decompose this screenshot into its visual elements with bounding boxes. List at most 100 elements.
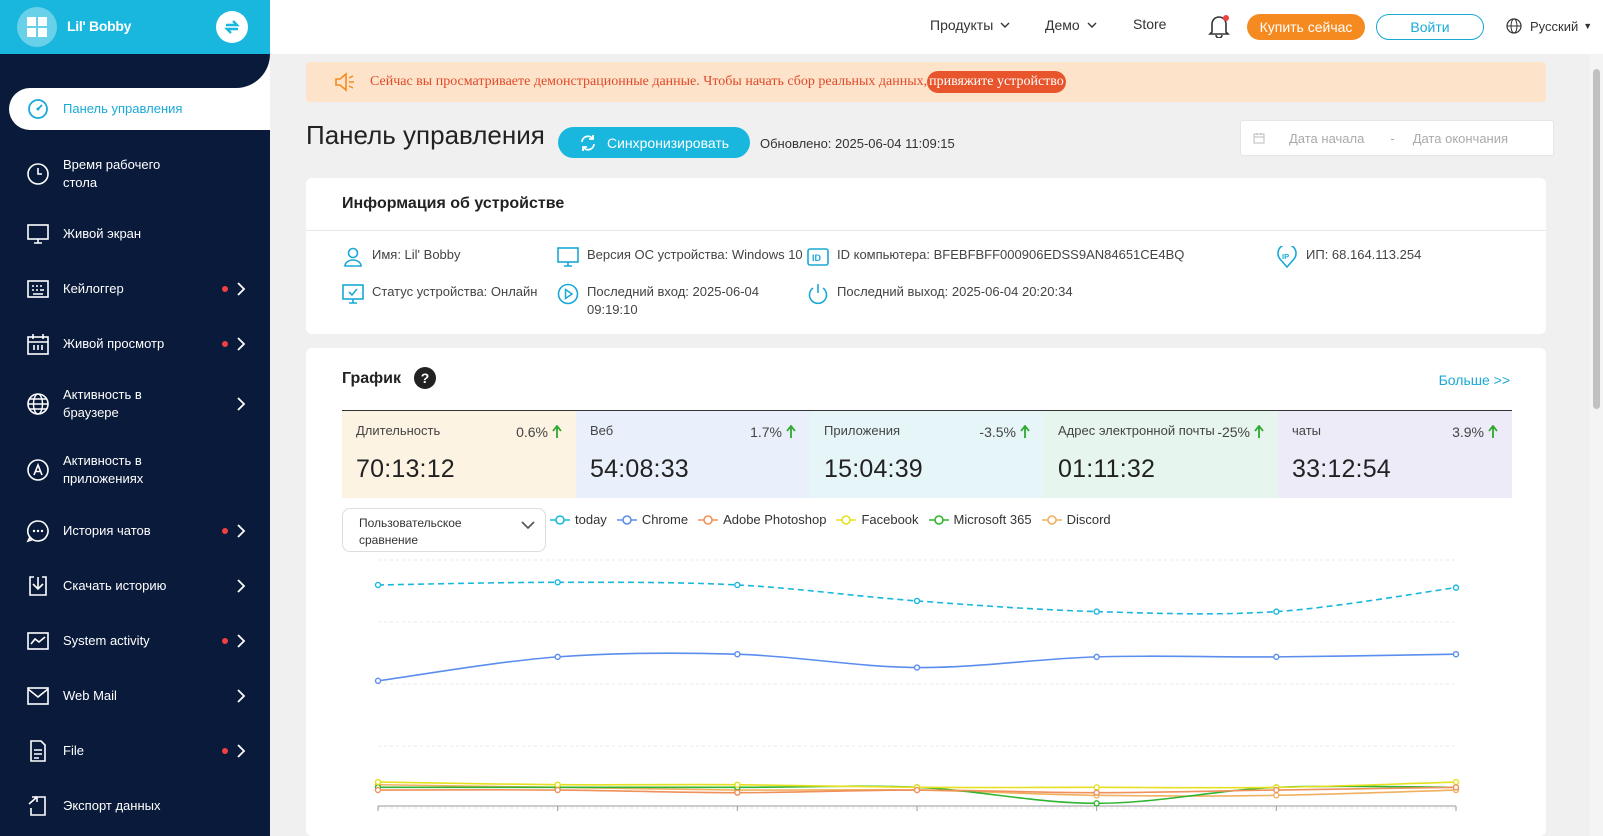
data-point[interactable] bbox=[554, 653, 561, 661]
data-point[interactable] bbox=[554, 786, 561, 794]
legend-item[interactable]: Adobe Photoshop bbox=[698, 512, 826, 527]
data-point[interactable] bbox=[1452, 778, 1460, 786]
sidebar-item-download-history[interactable]: Скачать историю bbox=[0, 558, 270, 613]
id-card-icon: ID bbox=[807, 248, 829, 266]
chevron-down-icon bbox=[1000, 22, 1010, 28]
sidebar-item-dashboard[interactable]: Панель управления bbox=[9, 88, 270, 130]
stat-value: 33:12:54 bbox=[1292, 455, 1391, 483]
stat-label: Адрес электронной почты bbox=[1058, 423, 1215, 438]
data-point[interactable] bbox=[913, 664, 921, 671]
file-icon bbox=[26, 739, 50, 763]
device-info-title: Информация об устройстве bbox=[342, 195, 565, 212]
data-point[interactable] bbox=[1273, 792, 1280, 799]
sidebar-item-file[interactable]: File bbox=[0, 723, 270, 778]
data-point[interactable] bbox=[374, 778, 382, 786]
chevron-right-icon bbox=[236, 578, 246, 596]
login-button[interactable]: Войти bbox=[1376, 14, 1484, 40]
data-point[interactable] bbox=[1273, 653, 1280, 661]
sidebar-item-app-activity[interactable]: Активность в приложениях bbox=[0, 437, 270, 503]
buy-now-button[interactable]: Купить сейчас bbox=[1247, 14, 1365, 40]
logo-bar: Lil' Bobby bbox=[0, 0, 270, 54]
sidebar-item-export-data[interactable]: Экспорт данных bbox=[0, 778, 270, 833]
products-menu[interactable]: Продукты bbox=[930, 17, 1010, 33]
svg-text:ID: ID bbox=[812, 253, 822, 263]
data-point[interactable] bbox=[913, 786, 921, 794]
store-link[interactable]: Store bbox=[1133, 16, 1167, 32]
chat-icon bbox=[26, 519, 50, 543]
data-point[interactable] bbox=[1452, 650, 1460, 658]
chevron-right-icon bbox=[236, 743, 246, 761]
arrow-up-icon bbox=[786, 425, 796, 438]
legend-item[interactable]: today bbox=[550, 512, 607, 527]
data-point[interactable] bbox=[374, 786, 382, 794]
sidebar-item-label: System activity bbox=[63, 632, 150, 648]
notification-dot bbox=[222, 527, 228, 534]
chevron-right-icon bbox=[236, 281, 246, 299]
bind-device-link[interactable]: привяжите устройство bbox=[927, 71, 1066, 93]
scrollbar-thumb[interactable] bbox=[1593, 69, 1600, 409]
language-selector[interactable]: Русский ▼ bbox=[1506, 18, 1592, 34]
sidebar-item-browser-activity[interactable]: Активность в браузере bbox=[0, 371, 270, 437]
data-point[interactable] bbox=[1273, 786, 1280, 794]
bell-icon[interactable] bbox=[1208, 14, 1230, 38]
data-point[interactable] bbox=[734, 650, 741, 658]
speedometer-icon bbox=[26, 97, 50, 121]
sync-button-label: Синхронизировать bbox=[606, 134, 730, 151]
date-range-picker[interactable]: Дата начала - Дата окончания bbox=[1240, 120, 1554, 156]
sidebar-item-chat-history[interactable]: История чатов bbox=[0, 503, 270, 558]
legend-marker-icon bbox=[550, 514, 570, 525]
switch-device-icon[interactable] bbox=[216, 11, 248, 43]
legend-item[interactable]: Microsoft 365 bbox=[928, 512, 1032, 527]
data-point[interactable] bbox=[1093, 800, 1100, 807]
data-point[interactable] bbox=[1093, 784, 1100, 791]
data-point[interactable] bbox=[913, 597, 921, 605]
windows-logo-icon bbox=[17, 7, 57, 47]
sync-button[interactable]: Синхронизировать bbox=[558, 127, 750, 158]
sidebar-item-label: Живой просмотр bbox=[63, 335, 165, 351]
data-point[interactable] bbox=[1093, 789, 1100, 796]
notification-dot bbox=[222, 340, 228, 347]
sidebar-item-desktop-time[interactable]: Время рабочего стола bbox=[0, 142, 270, 206]
more-link[interactable]: Больше >> bbox=[1438, 372, 1510, 388]
data-point[interactable] bbox=[374, 677, 382, 685]
data-point[interactable] bbox=[554, 579, 561, 586]
demo-menu[interactable]: Демо bbox=[1045, 17, 1097, 33]
demo-banner: Сейчас вы просматриваете демонстрационны… bbox=[306, 62, 1546, 102]
compare-select[interactable]: Пользовательское сравнение bbox=[342, 508, 546, 552]
clock-icon bbox=[26, 162, 50, 186]
data-point[interactable] bbox=[1093, 608, 1100, 615]
data-point[interactable] bbox=[1452, 584, 1460, 591]
sidebar-item-web-mail[interactable]: Web Mail bbox=[0, 668, 270, 723]
help-icon[interactable]: ? bbox=[414, 367, 436, 389]
date-start-input[interactable]: Дата начала bbox=[1289, 130, 1365, 146]
globe-icon bbox=[1506, 18, 1522, 34]
stats-row: Длительность 0.6% 70:13:12 Веб 1.7% 54:08:33 П… bbox=[342, 410, 1512, 498]
ip-info: IP ИП: 68.164.113.254 bbox=[1276, 246, 1421, 268]
scrollbar[interactable] bbox=[1590, 54, 1603, 836]
stat-percent: 0.6% bbox=[516, 424, 562, 440]
legend-label: Discord bbox=[1066, 512, 1111, 527]
sidebar-item-live-view[interactable]: Живой просмотр bbox=[0, 316, 270, 371]
data-point[interactable] bbox=[1273, 608, 1280, 615]
stat-value: 15:04:39 bbox=[824, 455, 923, 483]
stat-label: Веб bbox=[590, 423, 614, 438]
device-name-label: Lil' Bobby bbox=[67, 18, 132, 34]
data-point[interactable] bbox=[554, 781, 561, 788]
data-point[interactable] bbox=[374, 581, 382, 589]
stat-value: 01:11:32 bbox=[1058, 455, 1156, 483]
data-point[interactable] bbox=[734, 581, 741, 589]
legend-item[interactable]: Discord bbox=[1041, 512, 1111, 527]
legend-item[interactable]: Chrome bbox=[616, 512, 688, 527]
data-point[interactable] bbox=[1452, 784, 1460, 791]
sidebar-item-keylogger[interactable]: Кейлоггер bbox=[0, 261, 270, 316]
device-status-text: Статус устройства: Онлайн bbox=[372, 284, 538, 299]
legend-item[interactable]: Facebook bbox=[836, 512, 919, 527]
data-point[interactable] bbox=[734, 781, 741, 788]
notification-dot bbox=[222, 637, 228, 644]
date-end-input[interactable]: Дата окончания bbox=[1412, 130, 1509, 146]
sidebar-item-system-activity[interactable]: System activity bbox=[0, 613, 270, 668]
legend-marker-icon bbox=[1041, 514, 1062, 525]
sidebar-item-live-screen[interactable]: Живой экран bbox=[0, 206, 270, 261]
data-point[interactable] bbox=[1093, 653, 1100, 661]
data-point[interactable] bbox=[734, 789, 741, 796]
